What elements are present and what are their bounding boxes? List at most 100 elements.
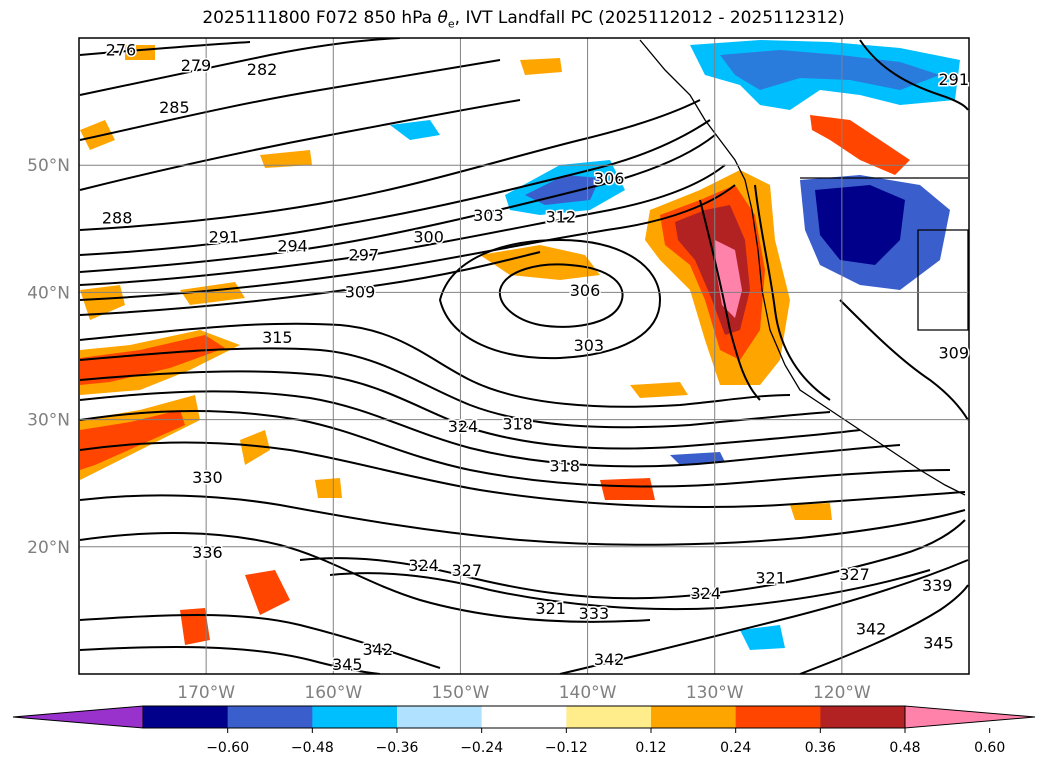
contour-line — [79, 134, 716, 273]
contour-value-label: 345 — [332, 655, 363, 674]
contour-value-label: 330 — [192, 468, 223, 487]
contour-value-label: 312 — [546, 207, 577, 226]
positive-pc-region — [600, 478, 655, 500]
colorbar-segment — [312, 706, 398, 728]
colorbar-segment — [227, 706, 313, 728]
colorbar-tick-label: −0.48 — [291, 740, 334, 756]
contour-value-label: 309 — [345, 282, 376, 301]
positive-pc-region — [80, 120, 115, 150]
theta-e-contours — [79, 38, 969, 674]
contour-value-label: 336 — [192, 543, 223, 562]
contour-value-label: 345 — [923, 633, 954, 652]
lat-tick-label: 50°N — [27, 156, 70, 176]
colorbar-segment — [651, 706, 737, 728]
lon-tick-label: 150°W — [432, 683, 490, 703]
positive-pc-region — [245, 570, 290, 615]
contour-value-label: 276 — [106, 41, 137, 60]
colorbar-tick-label: 0.12 — [635, 740, 666, 756]
contour-value-label: 306 — [594, 169, 625, 188]
coastline — [639, 39, 969, 496]
lat-labels: 20°N 30°N 40°N 50°N — [27, 156, 70, 558]
positive-pc-region — [715, 240, 742, 318]
lon-tick-label: 170°W — [177, 683, 235, 703]
contour-value-label: 309 — [938, 343, 969, 362]
contour-line — [79, 532, 651, 623]
colorbar-segment — [397, 706, 483, 728]
chart-title: 2025111800 F072 850 hPa θe, IVT Landfall… — [202, 8, 845, 31]
positive-pc-region — [80, 335, 225, 385]
contour-value-label: 342 — [594, 650, 625, 669]
contour-line — [498, 263, 624, 328]
contour-value-label: 318 — [549, 457, 580, 476]
colorbar-tick-label: −0.36 — [376, 740, 419, 756]
contour-line — [79, 614, 441, 669]
contour-value-label: 321 — [755, 569, 786, 588]
positive-pc-region — [260, 150, 312, 168]
colorbar-extend-high — [904, 705, 1036, 729]
contour-value-label: 327 — [839, 565, 870, 584]
contour-value-label: 285 — [159, 98, 190, 117]
contour-line — [79, 646, 381, 674]
map-area — [79, 38, 969, 674]
lon-tick-label: 120°W — [813, 683, 871, 703]
positive-pc-region — [80, 285, 125, 320]
colorbar-segment — [566, 706, 652, 728]
colorbar-segment — [820, 706, 906, 728]
colorbar: −0.60 −0.48 −0.36 −0.24 −0.12 0.12 0.24 0.36 0.4… — [12, 705, 1036, 756]
colorbar-extend-low — [12, 705, 144, 729]
positive-pc-region — [790, 503, 832, 520]
colorbar-tick-label: 0.24 — [720, 740, 751, 756]
negative-pc-region — [740, 625, 785, 650]
contour-line — [79, 390, 901, 468]
negative-pc-region — [525, 175, 600, 205]
map-frame — [78, 37, 970, 675]
contour-line — [79, 164, 726, 286]
colorbar-tick-label: −0.60 — [206, 740, 249, 756]
contour-value-label: 324 — [691, 584, 722, 603]
positive-pc-region — [520, 58, 562, 75]
negative-pc-region — [390, 120, 440, 140]
contour-value-label: 300 — [413, 228, 444, 247]
contour-line — [79, 370, 861, 450]
state-border — [917, 229, 969, 331]
contour-line — [79, 59, 501, 141]
contour-value-label: 321 — [535, 599, 566, 618]
contour-value-label: 324 — [448, 417, 479, 436]
contour-line — [839, 299, 969, 421]
lon-tick-label: 140°W — [559, 683, 617, 703]
contour-value-label: 342 — [363, 640, 394, 659]
colorbar-tick-label: 0.36 — [805, 740, 836, 756]
contour-line — [79, 119, 711, 256]
contour-value-label: 324 — [408, 556, 439, 575]
contour-value-label: 288 — [102, 209, 133, 228]
lon-tick-label: 130°W — [686, 683, 744, 703]
contour-value-label: 294 — [277, 237, 308, 256]
contour-line — [559, 559, 969, 674]
contour-value-label: 297 — [349, 246, 380, 265]
gridlines — [79, 38, 969, 674]
contour-value-label: 282 — [247, 60, 278, 79]
contour-value-label: 339 — [922, 576, 953, 595]
contour-line — [79, 251, 541, 316]
colorbar-segment — [481, 706, 567, 728]
contour-line — [79, 184, 736, 301]
lat-tick-label: 40°N — [27, 283, 70, 303]
positive-pc-region — [630, 382, 688, 398]
contour-line — [859, 39, 969, 111]
contour-value-label: 333 — [579, 604, 610, 623]
contour-line — [79, 441, 966, 509]
contour-value-label: 327 — [452, 561, 483, 580]
lat-tick-label: 20°N — [27, 538, 70, 558]
contour-value-label: 306 — [570, 281, 601, 300]
positive-pc-region — [480, 245, 600, 280]
contour-value-label: 291 — [209, 228, 240, 247]
positive-pc-region — [180, 608, 210, 645]
contour-line — [799, 584, 969, 674]
contour-line — [79, 38, 401, 96]
contour-line — [699, 199, 761, 401]
positive-pc-region — [240, 430, 270, 465]
contour-labels: 276 279 282 285 288 291 294 297 300 303 306 312 309 3… — [100, 39, 970, 675]
positive-pc-region — [810, 115, 910, 175]
contour-line — [79, 99, 521, 191]
